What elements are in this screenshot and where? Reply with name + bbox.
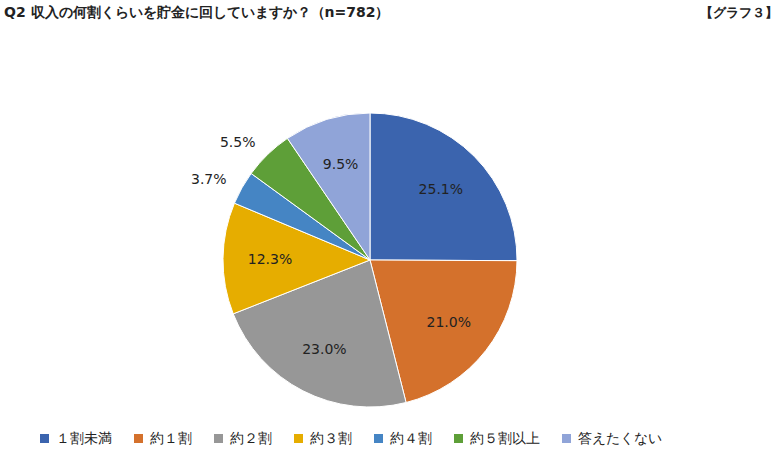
legend-swatch bbox=[374, 434, 383, 443]
legend-label: １割未満 bbox=[56, 430, 112, 446]
legend-label: 約２割 bbox=[230, 430, 272, 446]
legend-label: 約３割 bbox=[310, 430, 352, 446]
legend-swatch bbox=[294, 434, 303, 443]
data-label: 5.5% bbox=[220, 134, 256, 150]
data-label: 23.0% bbox=[302, 341, 346, 357]
legend-swatch bbox=[134, 434, 143, 443]
data-label: 21.0% bbox=[426, 314, 470, 330]
legend-label: 約５割以上 bbox=[470, 430, 540, 446]
legend-swatch bbox=[562, 434, 571, 443]
legend-swatch bbox=[40, 434, 49, 443]
chart: Q2 収入の何割くらいを貯金に回していますか？（n=782） 【グラフ３】 25.1… bbox=[0, 0, 783, 453]
data-label: 12.3% bbox=[248, 251, 292, 267]
legend-label: 答えたくない bbox=[578, 430, 662, 446]
data-label: 25.1% bbox=[419, 181, 463, 197]
data-labels: 25.1% 21.0% 23.0% 12.3% 3.7% 5.5% 9.5% bbox=[191, 134, 471, 357]
legend-label: 約４割 bbox=[390, 430, 432, 446]
slice bbox=[287, 113, 370, 260]
data-label: 9.5% bbox=[323, 156, 359, 172]
data-label: 3.7% bbox=[191, 171, 227, 187]
legend-swatch bbox=[454, 434, 463, 443]
legend-swatch bbox=[214, 434, 223, 443]
legend-label: 約１割 bbox=[150, 430, 192, 446]
legend: １割未満 約１割 約２割 約３割 約４割 約５割以上 答えたくない bbox=[40, 430, 662, 446]
title: Q2 収入の何割くらいを貯金に回していますか？（n=782） bbox=[4, 4, 389, 20]
slices bbox=[223, 113, 517, 407]
slice bbox=[370, 113, 517, 261]
annotation: 【グラフ３】 bbox=[700, 5, 778, 20]
